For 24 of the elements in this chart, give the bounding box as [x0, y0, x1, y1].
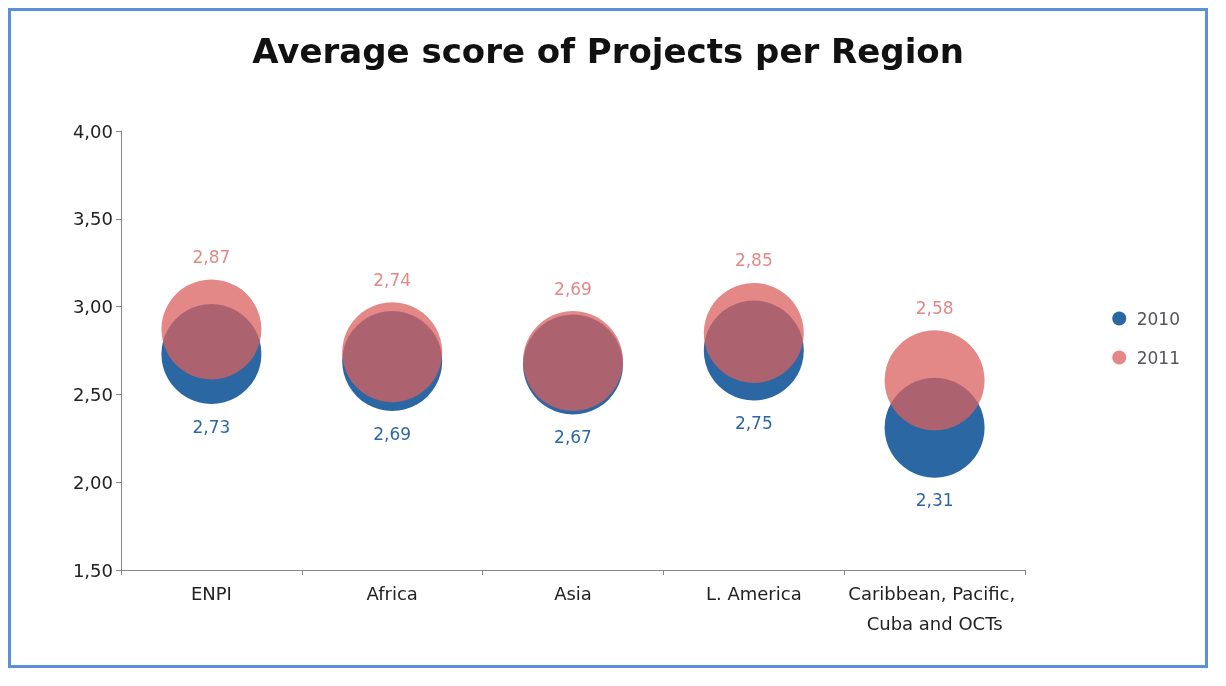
data-label: 2,74 [373, 269, 412, 290]
x-tick-label: Asia [554, 582, 592, 604]
y-tick-label: 3,00 [72, 296, 113, 318]
y-tick-label: 3,50 [72, 208, 113, 230]
data-label: 2,73 [192, 416, 231, 437]
data-label: 2,75 [734, 413, 773, 433]
y-tick-label: 2,00 [72, 471, 113, 493]
legend-label: 2011 [1136, 347, 1180, 368]
data-label: 2,69 [554, 278, 592, 299]
data-label: 2,67 [554, 427, 592, 448]
data-label: 2,87 [192, 246, 231, 267]
legend-label: 2010 [1136, 308, 1180, 329]
y-tick-label: 1,50 [72, 559, 113, 581]
y-tick-label: 4,00 [72, 120, 113, 142]
chart-title: Average score of Projects per Region [252, 31, 964, 71]
data-label: 2,31 [915, 490, 954, 511]
y-tick-label: 2,50 [72, 383, 113, 405]
x-tick-label: L. America [705, 582, 802, 604]
data-label: 2,69 [373, 423, 412, 444]
data-label: 2,58 [915, 297, 954, 318]
x-tick-label: Caribbean, Pacific, Cuba and OCTs [848, 582, 1021, 634]
x-tick-label: ENPI [190, 582, 232, 604]
data-label: 2,85 [734, 250, 773, 271]
x-tick-label: Africa [366, 582, 418, 604]
